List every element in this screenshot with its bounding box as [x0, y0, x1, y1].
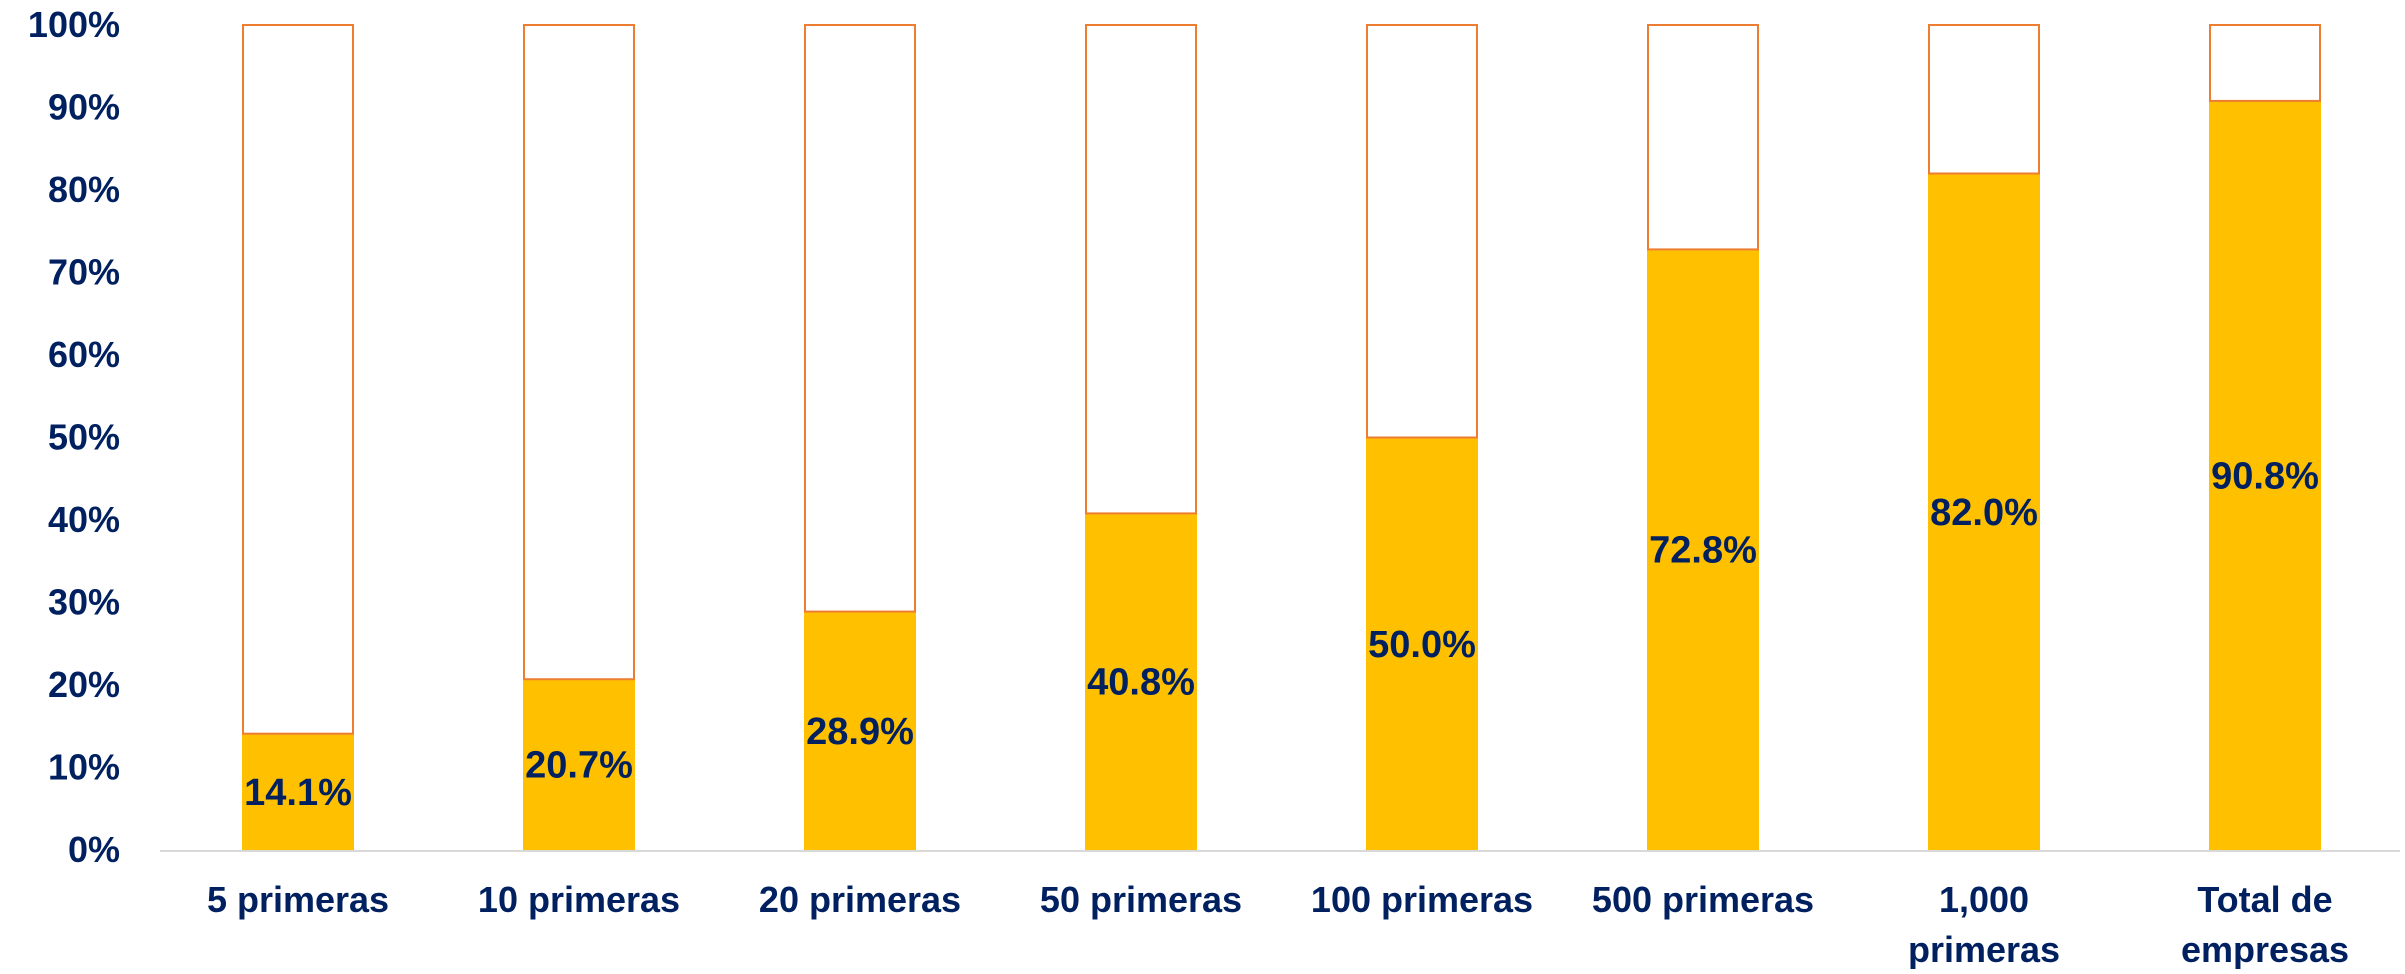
y-tick-label: 100%: [28, 4, 120, 45]
y-tick-label: 90%: [48, 87, 120, 128]
bar-segment-remainder: [804, 24, 916, 613]
y-tick-label: 0%: [68, 829, 120, 870]
bar-segment-remainder: [1928, 24, 2040, 175]
bar-segment-filled: [1928, 173, 2040, 850]
x-category-label: 500 primeras: [1592, 879, 1814, 920]
y-tick-label: 70%: [48, 252, 120, 293]
data-label: 90.8%: [2211, 455, 2319, 497]
bar-segment-filled: [1085, 513, 1197, 850]
x-category-label: primeras: [1908, 929, 2060, 969]
bar-segment-filled: [2209, 100, 2321, 850]
bar-segment-remainder: [1366, 24, 1478, 439]
bar-segment-remainder: [1647, 24, 1759, 251]
y-tick-label: 10%: [48, 747, 120, 788]
bar-segment-remainder: [2209, 24, 2321, 102]
x-axis-category-labels: 5 primeras 10 primeras 20 primeras 50 prime…: [207, 879, 2349, 970]
data-label: 20.7%: [525, 745, 633, 787]
bar-segment-remainder: [523, 24, 635, 681]
data-label: 82.0%: [1930, 492, 2038, 534]
y-tick-label: 80%: [48, 169, 120, 210]
data-label: 40.8%: [1087, 662, 1195, 704]
x-category-label: 1,000: [1939, 879, 2029, 920]
x-category-label: 20 primeras: [759, 879, 961, 920]
bar-segment-filled: [804, 611, 916, 850]
data-label: 14.1%: [244, 772, 352, 814]
bars: [242, 24, 2321, 850]
bar-segment-filled: [523, 679, 635, 850]
bar-segment-filled: [1647, 249, 1759, 850]
y-tick-label: 20%: [48, 664, 120, 705]
y-tick-label: 60%: [48, 334, 120, 375]
data-label: 72.8%: [1649, 530, 1757, 572]
bar-segment-filled: [242, 733, 354, 850]
bar-segment-filled: [1366, 437, 1478, 850]
x-category-label: empresas: [2181, 929, 2349, 969]
y-tick-label: 40%: [48, 499, 120, 540]
data-label: 28.9%: [806, 711, 914, 753]
x-category-label: Total de: [2197, 879, 2332, 920]
data-label: 50.0%: [1368, 624, 1476, 666]
y-axis-tick-labels: 0% 10% 20% 30% 40% 50% 60% 70% 80% 90% 100%: [28, 4, 120, 870]
x-category-label: 100 primeras: [1311, 879, 1533, 920]
x-category-label: 50 primeras: [1040, 879, 1242, 920]
x-category-label: 10 primeras: [478, 879, 680, 920]
bar-segment-remainder: [1085, 24, 1197, 515]
x-category-label: 5 primeras: [207, 879, 389, 920]
data-labels: 14.1% 20.7% 28.9% 40.8% 50.0% 72.8% 82.0% 90.8%: [244, 455, 2319, 813]
y-tick-label: 30%: [48, 582, 120, 623]
y-tick-label: 50%: [48, 417, 120, 458]
bar-segment-remainder: [242, 24, 354, 735]
